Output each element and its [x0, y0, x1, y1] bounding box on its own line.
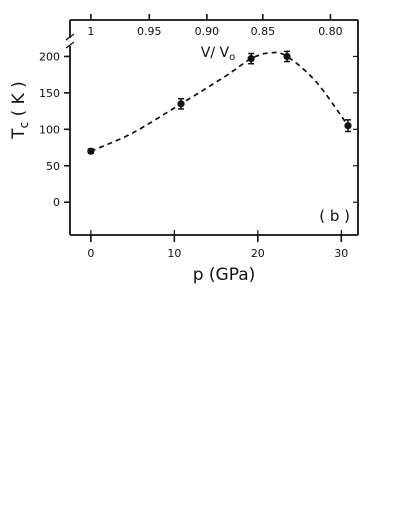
axis-ticks: 0 10 20 30 0 50 100 150 200 1 0.95 0.90 0.85 0.80 — [39, 14, 358, 260]
y-tick-label: 100 — [39, 123, 60, 136]
panel-label: ( b ) — [319, 207, 350, 225]
y-tick-label: 0 — [53, 196, 60, 209]
top-tick-label: 0.85 — [251, 25, 276, 38]
data-points — [87, 50, 352, 155]
data-point — [87, 147, 95, 155]
dashed-fit-curve — [90, 51, 349, 152]
plot-frame — [65, 19, 359, 236]
x-tick-label: 0 — [87, 247, 94, 260]
x-tick-label: 10 — [167, 247, 181, 260]
x-tick-label: 30 — [334, 247, 348, 260]
top-axis-title: V/ Vo — [201, 45, 235, 63]
data-point — [344, 122, 352, 130]
x-axis-title: p (GPa) — [193, 265, 256, 285]
top-tick-label: 1 — [87, 25, 94, 38]
data-point — [283, 52, 291, 61]
axis-break-mark — [65, 41, 75, 49]
y-tick-label: 50 — [46, 160, 60, 173]
top-tick-label: 0.80 — [318, 25, 343, 38]
data-point — [247, 55, 255, 63]
top-tick-label: 0.90 — [195, 25, 220, 38]
top-tick-label: 0.95 — [137, 25, 162, 38]
axis-break-mark — [65, 33, 75, 41]
y-tick-label: 200 — [39, 50, 60, 63]
data-point — [177, 100, 185, 108]
y-tick-label: 150 — [39, 87, 60, 100]
y-axis-title: Tc ( K ) — [9, 81, 31, 140]
guide-curve — [90, 51, 349, 152]
x-tick-label: 20 — [251, 247, 265, 260]
axis-labels: V/ Vo p (GPa) Tc ( K ) ( b ) — [9, 45, 350, 285]
